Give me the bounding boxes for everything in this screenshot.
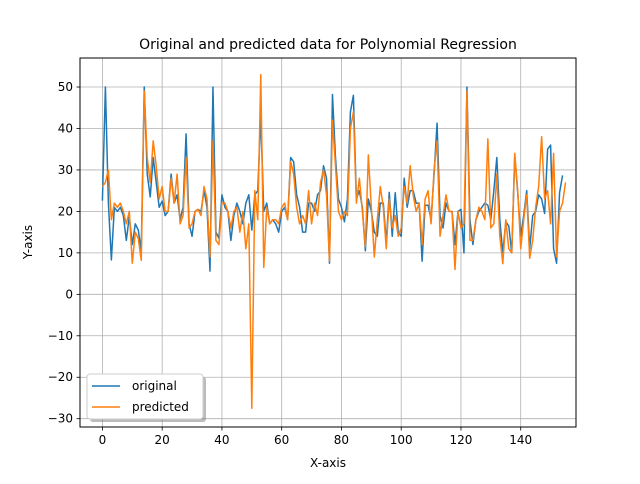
x-tick-label: 0 xyxy=(99,433,107,447)
y-tick-label: −30 xyxy=(48,412,73,426)
y-tick-label: 50 xyxy=(58,80,73,94)
y-axis: −30 −20 −10 0 10 20 30 40 50 xyxy=(48,80,80,426)
series-layer xyxy=(101,73,567,410)
legend-label-predicted: predicted xyxy=(132,400,189,414)
y-tick-label: 40 xyxy=(58,121,73,135)
x-tick-label: 60 xyxy=(274,433,289,447)
legend: original predicted xyxy=(86,373,206,422)
y-tick-label: 30 xyxy=(58,163,73,177)
y-tick-label: 10 xyxy=(58,246,73,260)
x-axis: 0 20 40 60 80 100 120 140 xyxy=(99,427,532,447)
x-tick-label: 80 xyxy=(334,433,349,447)
x-tick-label: 20 xyxy=(155,433,170,447)
y-axis-label: Y-axis xyxy=(21,225,35,260)
x-axis-label: X-axis xyxy=(310,456,346,470)
y-tick-label: −20 xyxy=(48,370,73,384)
x-tick-label: 140 xyxy=(509,433,532,447)
chart-title: Original and predicted data for Polynomi… xyxy=(139,37,517,53)
y-tick-label: 0 xyxy=(65,287,73,301)
series-line-predicted xyxy=(101,73,567,410)
x-tick-label: 100 xyxy=(390,433,413,447)
y-tick-label: −10 xyxy=(48,329,73,343)
legend-label-original: original xyxy=(132,379,177,393)
x-tick-label: 40 xyxy=(214,433,229,447)
x-tick-label: 120 xyxy=(450,433,473,447)
y-tick-label: 20 xyxy=(58,204,73,218)
plot-frame xyxy=(79,57,577,428)
